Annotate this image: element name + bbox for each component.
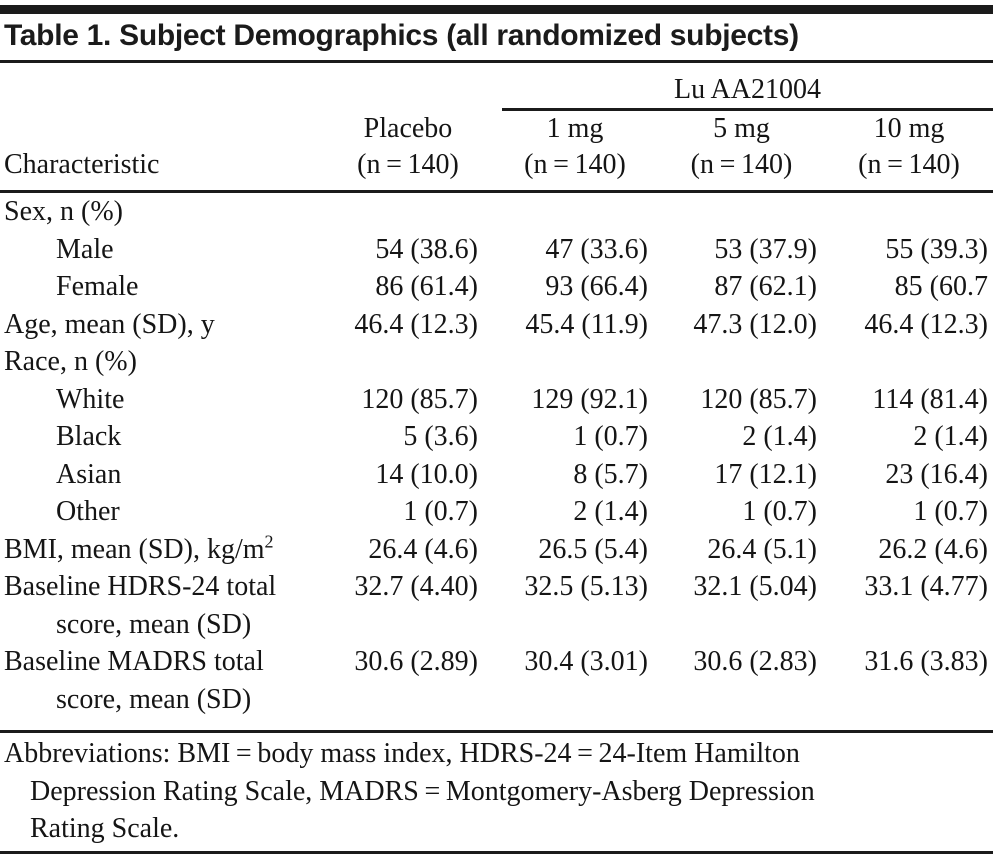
column-header-row: Characteristic Placebo (n = 140) 1 mg (n…	[0, 109, 993, 193]
column-name: 10 mg	[873, 113, 945, 144]
row-value: 46.4 (12.3)	[354, 308, 478, 340]
table-row: Race, n (%)	[0, 343, 993, 381]
footnote-line: Depression Rating Scale, MADRS = Montgom…	[30, 775, 815, 807]
row-label: White	[56, 383, 125, 415]
row-value: 2 (1.4)	[573, 496, 648, 527]
column-header-characteristic: Characteristic	[0, 109, 338, 193]
table-title-band: Table 1. Subject Demographics (all rando…	[0, 14, 993, 63]
row-value: 26.4 (4.6)	[368, 533, 478, 565]
row-value: 1 (0.7)	[913, 496, 988, 527]
row-value	[666, 192, 830, 231]
table-row: Female 86 (61.4) 93 (66.4) 87 (62.1) 85 (60.…	[0, 268, 993, 306]
row-value	[338, 192, 502, 231]
row-value	[502, 343, 666, 381]
row-value: 2 (1.4)	[742, 421, 817, 452]
row-value: 53 (37.9)	[714, 233, 817, 265]
row-label: BMI, mean (SD), kg/m2	[4, 531, 274, 565]
row-value: 46.4 (12.3)	[864, 308, 988, 340]
column-header-10mg: 10 mg (n = 140)	[830, 109, 993, 193]
demographics-table: Lu AA21004 Characteristic Placebo (n = 1…	[0, 67, 993, 730]
row-value: 17 (12.1)	[714, 458, 817, 490]
row-value: 47.3 (12.0)	[693, 308, 817, 340]
table-body: Sex, n (%) Male 54 (38.6) 47 (33.6) 53 (37.9…	[0, 192, 993, 731]
row-value: 26.2 (4.6)	[878, 533, 988, 565]
row-value: 5 (3.6)	[403, 421, 478, 452]
column-name: Placebo	[363, 113, 453, 144]
row-value: 129 (92.1)	[531, 383, 648, 415]
spanner-spacer	[0, 67, 502, 110]
row-value: 86 (61.4)	[375, 271, 478, 302]
row-label: Female	[56, 271, 139, 302]
row-value	[830, 192, 993, 231]
table-title: Table 1. Subject Demographics (all rando…	[4, 19, 799, 52]
table-row: Male 54 (38.6) 47 (33.6) 53 (37.9) 55 (39.3)	[0, 231, 993, 269]
row-label: Asian	[56, 458, 122, 490]
row-value: 32.5 (5.13)	[524, 571, 648, 602]
row-value: 120 (85.7)	[700, 383, 817, 415]
row-label: Baseline MADRS total score, mean (SD)	[4, 646, 264, 715]
column-header-1mg: 1 mg (n = 140)	[502, 109, 666, 193]
row-value	[666, 343, 830, 381]
table-row: Baseline MADRS total score, mean (SD) 30.6…	[0, 643, 993, 730]
column-name: 5 mg	[713, 113, 770, 144]
footnote: Abbreviations: BMI = body mass index, HD…	[0, 730, 993, 854]
table-row: BMI, mean (SD), kg/m2 26.4 (4.6) 26.5 (5.4…	[0, 531, 993, 569]
column-n: (n = 140)	[858, 149, 960, 180]
table-row: Other 1 (0.7) 2 (1.4) 1 (0.7) 1 (0.7)	[0, 493, 993, 531]
row-label: Age, mean (SD), y	[4, 308, 215, 340]
row-label: Baseline HDRS-24 total score, mean (SD)	[4, 571, 277, 640]
row-value: 23 (16.4)	[885, 458, 988, 490]
row-value: 26.5 (5.4)	[538, 533, 648, 565]
row-value: 47 (33.6)	[545, 233, 648, 265]
column-n: (n = 140)	[690, 149, 793, 180]
row-value: 85 (60.7	[894, 271, 988, 302]
column-header-placebo: Placebo (n = 140)	[338, 109, 502, 193]
row-label: Race, n (%)	[4, 346, 137, 377]
row-value: 8 (5.7)	[573, 458, 648, 490]
row-value: 120 (85.7)	[361, 383, 478, 415]
row-value	[830, 343, 993, 381]
column-name: 1 mg	[546, 113, 604, 144]
top-rule-bar	[0, 5, 993, 14]
row-value: 30.6 (2.89)	[354, 646, 478, 677]
table-row: Baseline HDRS-24 total score, mean (SD) 32…	[0, 568, 993, 643]
column-n: (n = 140)	[524, 149, 626, 180]
row-value: 54 (38.6)	[375, 233, 478, 265]
row-value: 31.6 (3.83)	[864, 646, 988, 677]
row-label: Other	[56, 496, 120, 527]
column-n: (n = 140)	[357, 149, 459, 180]
row-value: 87 (62.1)	[714, 271, 817, 302]
row-value: 30.4 (3.01)	[524, 646, 648, 677]
row-value: 14 (10.0)	[375, 458, 478, 490]
column-header-5mg: 5 mg (n = 140)	[666, 109, 830, 193]
table-row: White 120 (85.7) 129 (92.1) 120 (85.7) 114 (…	[0, 381, 993, 419]
footnote-line: Abbreviations: BMI = body mass index, HD…	[4, 738, 800, 769]
row-value: 55 (39.3)	[885, 233, 988, 265]
row-value: 45.4 (11.9)	[525, 308, 648, 340]
row-label: Sex, n (%)	[4, 196, 123, 227]
row-value: 30.6 (2.83)	[693, 646, 817, 677]
row-value: 1 (0.7)	[742, 496, 817, 527]
row-value: 114 (81.4)	[872, 383, 988, 415]
row-value: 1 (0.7)	[403, 496, 478, 527]
row-value	[338, 343, 502, 381]
group-spanner-label: Lu AA21004	[502, 67, 993, 111]
row-value: 26.4 (5.1)	[707, 533, 817, 565]
row-value	[502, 192, 666, 231]
table-row: Age, mean (SD), y 46.4 (12.3) 45.4 (11.9) 4…	[0, 306, 993, 344]
row-value: 2 (1.4)	[913, 421, 988, 452]
row-value: 93 (66.4)	[545, 271, 648, 302]
row-value: 32.7 (4.40)	[354, 571, 478, 602]
table-row: Black 5 (3.6) 1 (0.7) 2 (1.4) 2 (1.4)	[0, 418, 993, 456]
row-label: Black	[56, 421, 122, 452]
group-spanner-row: Lu AA21004	[0, 67, 993, 111]
row-value: 33.1 (4.77)	[864, 571, 988, 602]
row-value: 32.1 (5.04)	[693, 571, 817, 602]
table-row: Asian 14 (10.0) 8 (5.7) 17 (12.1) 23 (16.4)	[0, 456, 993, 494]
table-row: Sex, n (%)	[0, 192, 993, 231]
footnote-line: Rating Scale.	[30, 813, 180, 844]
row-label: Male	[56, 233, 114, 265]
row-value: 1 (0.7)	[573, 421, 648, 452]
